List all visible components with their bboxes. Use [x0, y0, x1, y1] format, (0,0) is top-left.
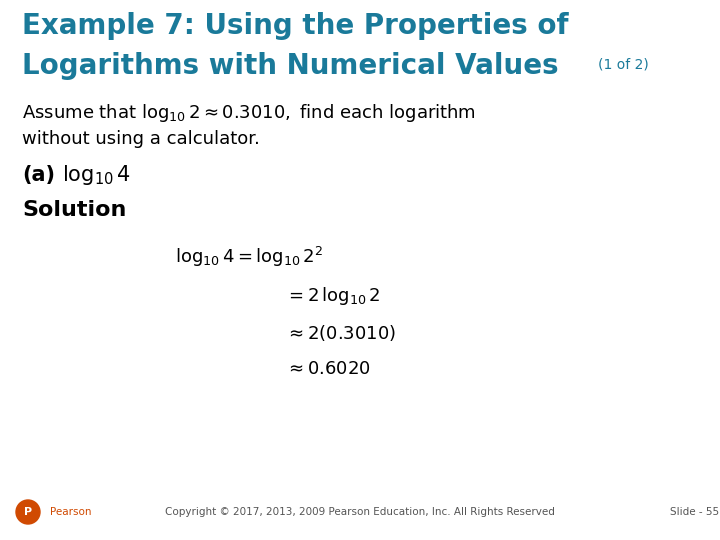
Text: Logarithms with Numerical Values: Logarithms with Numerical Values — [22, 52, 559, 80]
Text: $\approx 2(0.3010)$: $\approx 2(0.3010)$ — [285, 323, 396, 343]
Text: $= 2\,\log_{10} 2$: $= 2\,\log_{10} 2$ — [285, 285, 380, 307]
Text: $\log_{10} 4 = \log_{10} 2^2$: $\log_{10} 4 = \log_{10} 2^2$ — [175, 245, 323, 269]
Text: (1 of 2): (1 of 2) — [598, 57, 649, 71]
Text: without using a calculator.: without using a calculator. — [22, 130, 260, 148]
Circle shape — [16, 500, 40, 524]
Text: $\approx 0.6020$: $\approx 0.6020$ — [285, 360, 371, 378]
Text: Solution: Solution — [22, 200, 127, 220]
Text: P: P — [24, 507, 32, 517]
Text: Pearson: Pearson — [50, 507, 91, 517]
Text: (a): (a) — [22, 165, 55, 185]
Text: Assume that $\log_{10} 2 \approx 0.3010,$ find each logarithm: Assume that $\log_{10} 2 \approx 0.3010,… — [22, 102, 476, 124]
Text: $\log_{10} 4$: $\log_{10} 4$ — [62, 163, 131, 187]
Text: Copyright © 2017, 2013, 2009 Pearson Education, Inc. All Rights Reserved: Copyright © 2017, 2013, 2009 Pearson Edu… — [165, 507, 555, 517]
Text: Example 7: Using the Properties of: Example 7: Using the Properties of — [22, 12, 569, 40]
Text: Slide - 55: Slide - 55 — [670, 507, 719, 517]
